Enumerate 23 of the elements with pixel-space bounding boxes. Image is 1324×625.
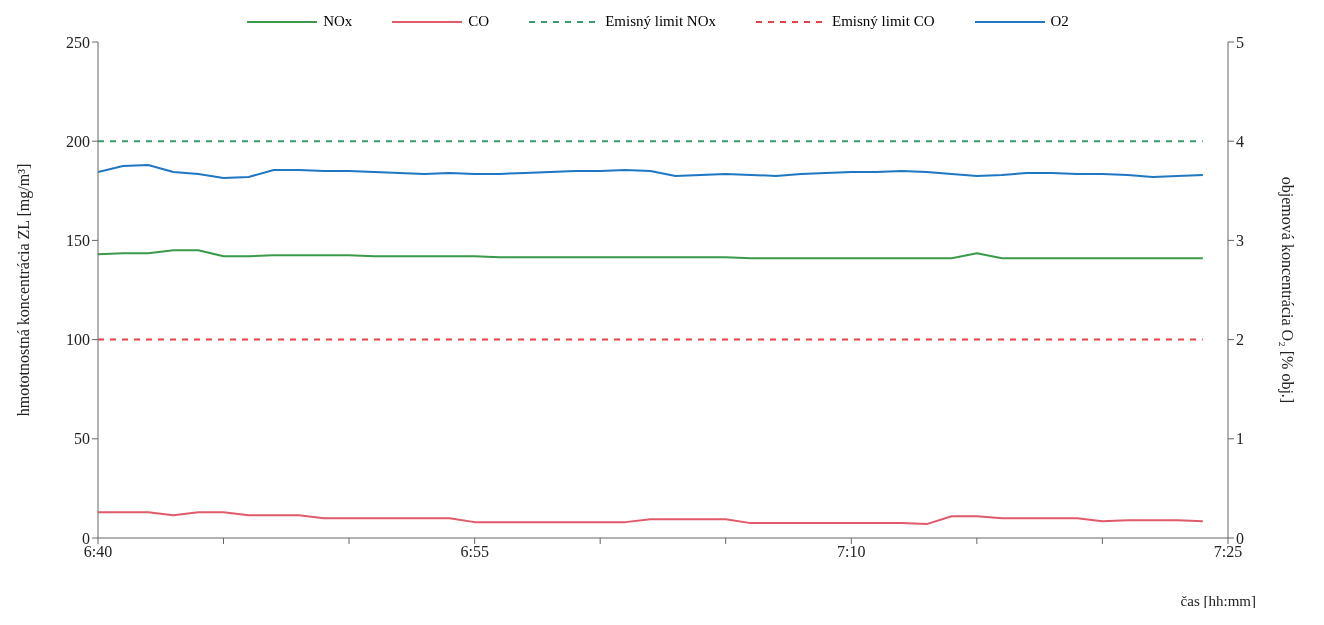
y2-tick-label: 3: [1236, 232, 1244, 250]
legend-label: Emisný limit CO: [832, 13, 935, 30]
y-tick-label: 250: [66, 33, 90, 51]
y-tick-label: 100: [66, 331, 90, 349]
x-tick-label: 7:10: [837, 543, 866, 561]
y2-tick-label: 1: [1236, 430, 1244, 448]
x-tick-label: 6:55: [460, 543, 489, 561]
y2-tick-label: 2: [1236, 331, 1244, 349]
line-series: [98, 511, 1204, 526]
y-axis-title: hmototnostná koncentrácia ZL [mg/m³]: [14, 163, 33, 417]
y2-tick-label: 5: [1236, 33, 1244, 51]
y2-axis-title: objemová koncentrácia O₂ [% obj.]: [1278, 176, 1297, 404]
line-series: [98, 164, 1204, 179]
legend-label: O2: [1050, 13, 1069, 30]
y-tick-label: 200: [66, 132, 90, 150]
y-tick-label: 150: [66, 232, 90, 250]
legend-label: CO: [468, 13, 490, 30]
line-series: [98, 249, 1204, 260]
y-tick-label: 50: [74, 430, 90, 448]
x-axis-title: čas [hh:mm]: [1180, 593, 1256, 609]
legend-label: Emisný limit NOx: [605, 13, 716, 30]
legend-label: NOx: [323, 13, 353, 30]
y2-tick-label: 4: [1236, 132, 1244, 150]
